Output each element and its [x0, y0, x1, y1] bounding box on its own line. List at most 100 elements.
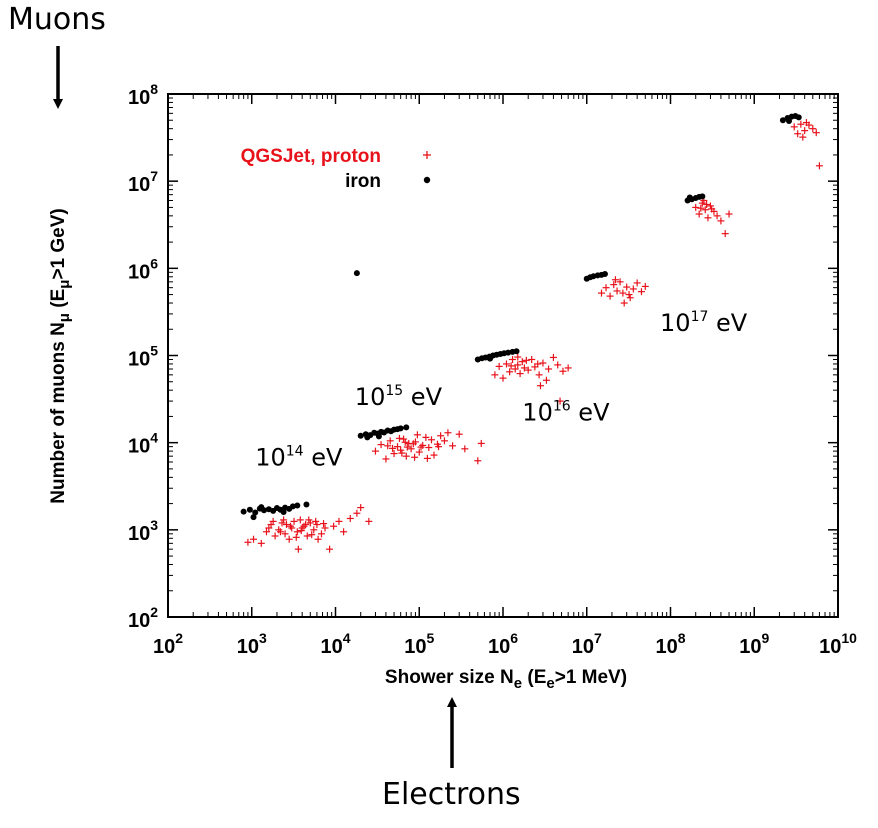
proton-point: [417, 443, 425, 451]
proton-point: [377, 441, 385, 449]
proton-point: [371, 447, 379, 455]
proton-point: [704, 214, 712, 222]
iron-point: [294, 502, 301, 509]
proton-point: [278, 519, 286, 527]
proton-point: [400, 435, 408, 443]
proton-point: [606, 292, 614, 300]
legend-marker-iron: [423, 176, 431, 184]
iron-point: [364, 434, 371, 441]
proton-point: [794, 130, 802, 138]
proton-point: [717, 217, 725, 225]
proton-point: [365, 517, 373, 525]
proton-point: [326, 545, 334, 553]
proton-point: [625, 291, 633, 299]
proton-point: [626, 294, 634, 302]
proton-point: [276, 528, 284, 536]
proton-point: [403, 443, 411, 451]
proton-point: [285, 535, 293, 543]
proton-point: [641, 282, 649, 290]
proton-point: [303, 532, 311, 540]
y-tick-label: 106: [128, 255, 158, 283]
proton-point: [461, 445, 469, 453]
proton-point: [815, 162, 823, 170]
x-tick-label: 104: [320, 630, 350, 658]
proton-point: [407, 445, 415, 453]
muons-label: Muons: [8, 2, 106, 37]
proton-point: [394, 443, 402, 451]
proton-point: [619, 289, 627, 297]
y-tick-label: 107: [128, 168, 158, 196]
proton-point: [477, 439, 485, 447]
y-tick-label: 105: [128, 343, 158, 371]
proton-point: [528, 355, 536, 363]
proton-point: [623, 283, 631, 291]
proton-point: [701, 206, 709, 214]
proton-point: [389, 444, 397, 452]
proton-point: [386, 437, 394, 445]
iron-point: [786, 118, 793, 125]
proton-point: [296, 516, 304, 524]
proton-point: [321, 524, 329, 532]
proton-point: [706, 202, 714, 210]
proton-point: [697, 204, 705, 212]
y-axis-ticks: 102 103 104 105 106 107 108: [128, 81, 838, 632]
proton-point: [502, 360, 510, 368]
legend-label-iron: iron: [345, 171, 381, 192]
proton-point: [320, 520, 328, 528]
proton-point: [509, 355, 517, 363]
proton-point: [518, 358, 526, 366]
iron-point: [250, 514, 257, 521]
data-points: [240, 112, 823, 553]
proton-point: [250, 535, 258, 543]
proton-point: [265, 524, 273, 532]
proton-point: [556, 397, 564, 405]
iron-point: [513, 348, 520, 355]
proton-point: [271, 532, 279, 540]
proton-point: [799, 133, 807, 141]
proton-point: [335, 517, 343, 525]
proton-point: [305, 516, 313, 524]
proton-point: [713, 212, 721, 220]
y-tick-label: 102: [128, 604, 158, 632]
proton-point: [290, 517, 298, 525]
proton-point: [310, 526, 318, 534]
proton-point: [423, 454, 431, 462]
proton-point: [382, 455, 390, 463]
proton-point: [440, 437, 448, 445]
x-axis-title: Shower size Ne (Ee>1 MeV): [385, 667, 627, 692]
proton-point: [401, 438, 409, 446]
x-tick-label: 102: [153, 630, 183, 658]
proton-point: [559, 367, 567, 375]
proton-point: [524, 366, 532, 374]
proton-point: [314, 535, 322, 543]
proton-point: [535, 371, 543, 379]
proton-point: [425, 444, 433, 452]
proton-point: [292, 533, 300, 541]
proton-point: [280, 516, 288, 524]
minor-ticks: [168, 94, 838, 617]
y-tick-label: 104: [128, 430, 158, 458]
proton-point: [692, 203, 700, 211]
iron-point: [252, 509, 259, 516]
proton-point: [384, 442, 392, 450]
proton-point: [444, 429, 452, 437]
proton-point: [564, 364, 572, 372]
proton-point: [297, 527, 305, 535]
x-tick-label: 108: [655, 630, 685, 658]
proton-point: [306, 519, 314, 527]
proton-point: [353, 509, 361, 517]
proton-point: [357, 504, 365, 512]
electrons-label: Electrons: [382, 777, 521, 812]
y-tick-label: 108: [128, 81, 158, 109]
energy-annotation: 1017 eV: [660, 309, 748, 337]
iron-point: [487, 355, 494, 362]
energy-annotation: 1016 eV: [522, 398, 610, 426]
proton-point: [629, 285, 637, 293]
proton-point: [506, 368, 514, 376]
proton-point: [695, 210, 703, 218]
proton-point: [597, 289, 605, 297]
proton-point: [708, 205, 716, 213]
proton-point: [402, 452, 410, 460]
x-tick-label: 103: [237, 630, 267, 658]
y-axis-title: Number of muons Nμ (Eμ>1 GeV): [48, 208, 73, 504]
